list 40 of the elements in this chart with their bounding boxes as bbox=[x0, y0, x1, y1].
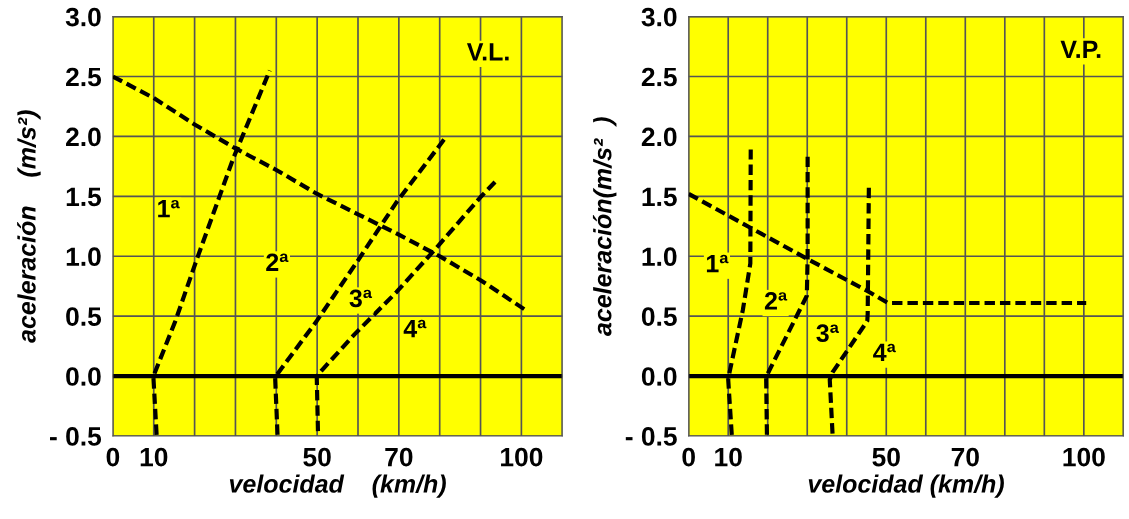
y-tick-label: 2.0 bbox=[641, 127, 677, 147]
y-tick-label: 1.5 bbox=[66, 187, 102, 207]
y-tick-label: 0.5 bbox=[641, 307, 677, 326]
y-tick-label: 2.5 bbox=[641, 67, 677, 87]
annotation: V.L. bbox=[466, 43, 509, 61]
y-tick-label: 1.0 bbox=[66, 247, 101, 267]
x-tick-label: 100 bbox=[1063, 447, 1105, 467]
annotation: 2ª bbox=[764, 292, 788, 310]
x-tick-label: 10 bbox=[715, 447, 742, 467]
x-tick-label: 70 bbox=[385, 447, 413, 467]
y-tick-label: 2.5 bbox=[66, 67, 102, 87]
annotation: 2ª bbox=[266, 253, 289, 271]
x-tick-label: 10 bbox=[140, 447, 168, 467]
y-tick-label: 1.5 bbox=[642, 187, 677, 207]
y-tick-label: - 0.5 bbox=[50, 427, 102, 446]
y-tick-label: 0.0 bbox=[641, 367, 677, 386]
annotation: 3ª bbox=[349, 289, 373, 308]
y-tick-label: 3.0 bbox=[641, 7, 677, 27]
y-tick-label: 1.0 bbox=[642, 247, 677, 267]
x-tick-label: 70 bbox=[951, 447, 979, 467]
annotation: V.P. bbox=[1060, 40, 1101, 58]
y-axis-title: aceleración(m/s² ) bbox=[592, 117, 617, 336]
x-tick-label: 0 bbox=[682, 447, 695, 467]
y-axis-title: aceleración (m/s²) bbox=[17, 110, 41, 343]
y-tick-label: - 0.5 bbox=[625, 427, 677, 446]
annotation: 4ª bbox=[873, 343, 896, 362]
annotation: 3ª bbox=[816, 324, 839, 343]
y-tick-label: 3.0 bbox=[65, 7, 101, 27]
x-tick-label: 100 bbox=[501, 447, 543, 467]
x-axis-title: velocidad (km/h) bbox=[808, 474, 1004, 498]
x-tick-label: 50 bbox=[303, 447, 331, 467]
annotation: 4ª bbox=[403, 319, 427, 338]
annotation: 1ª bbox=[706, 254, 729, 273]
annotation: 1ª bbox=[158, 199, 180, 218]
y-tick-label: 0.0 bbox=[66, 367, 101, 386]
x-tick-label: 50 bbox=[872, 447, 900, 467]
y-tick-label: 0.5 bbox=[66, 307, 102, 326]
x-axis-title: velocidad (km/h) bbox=[229, 474, 446, 498]
x-tick-label: 0 bbox=[106, 447, 120, 467]
y-tick-label: 2.0 bbox=[66, 127, 101, 147]
